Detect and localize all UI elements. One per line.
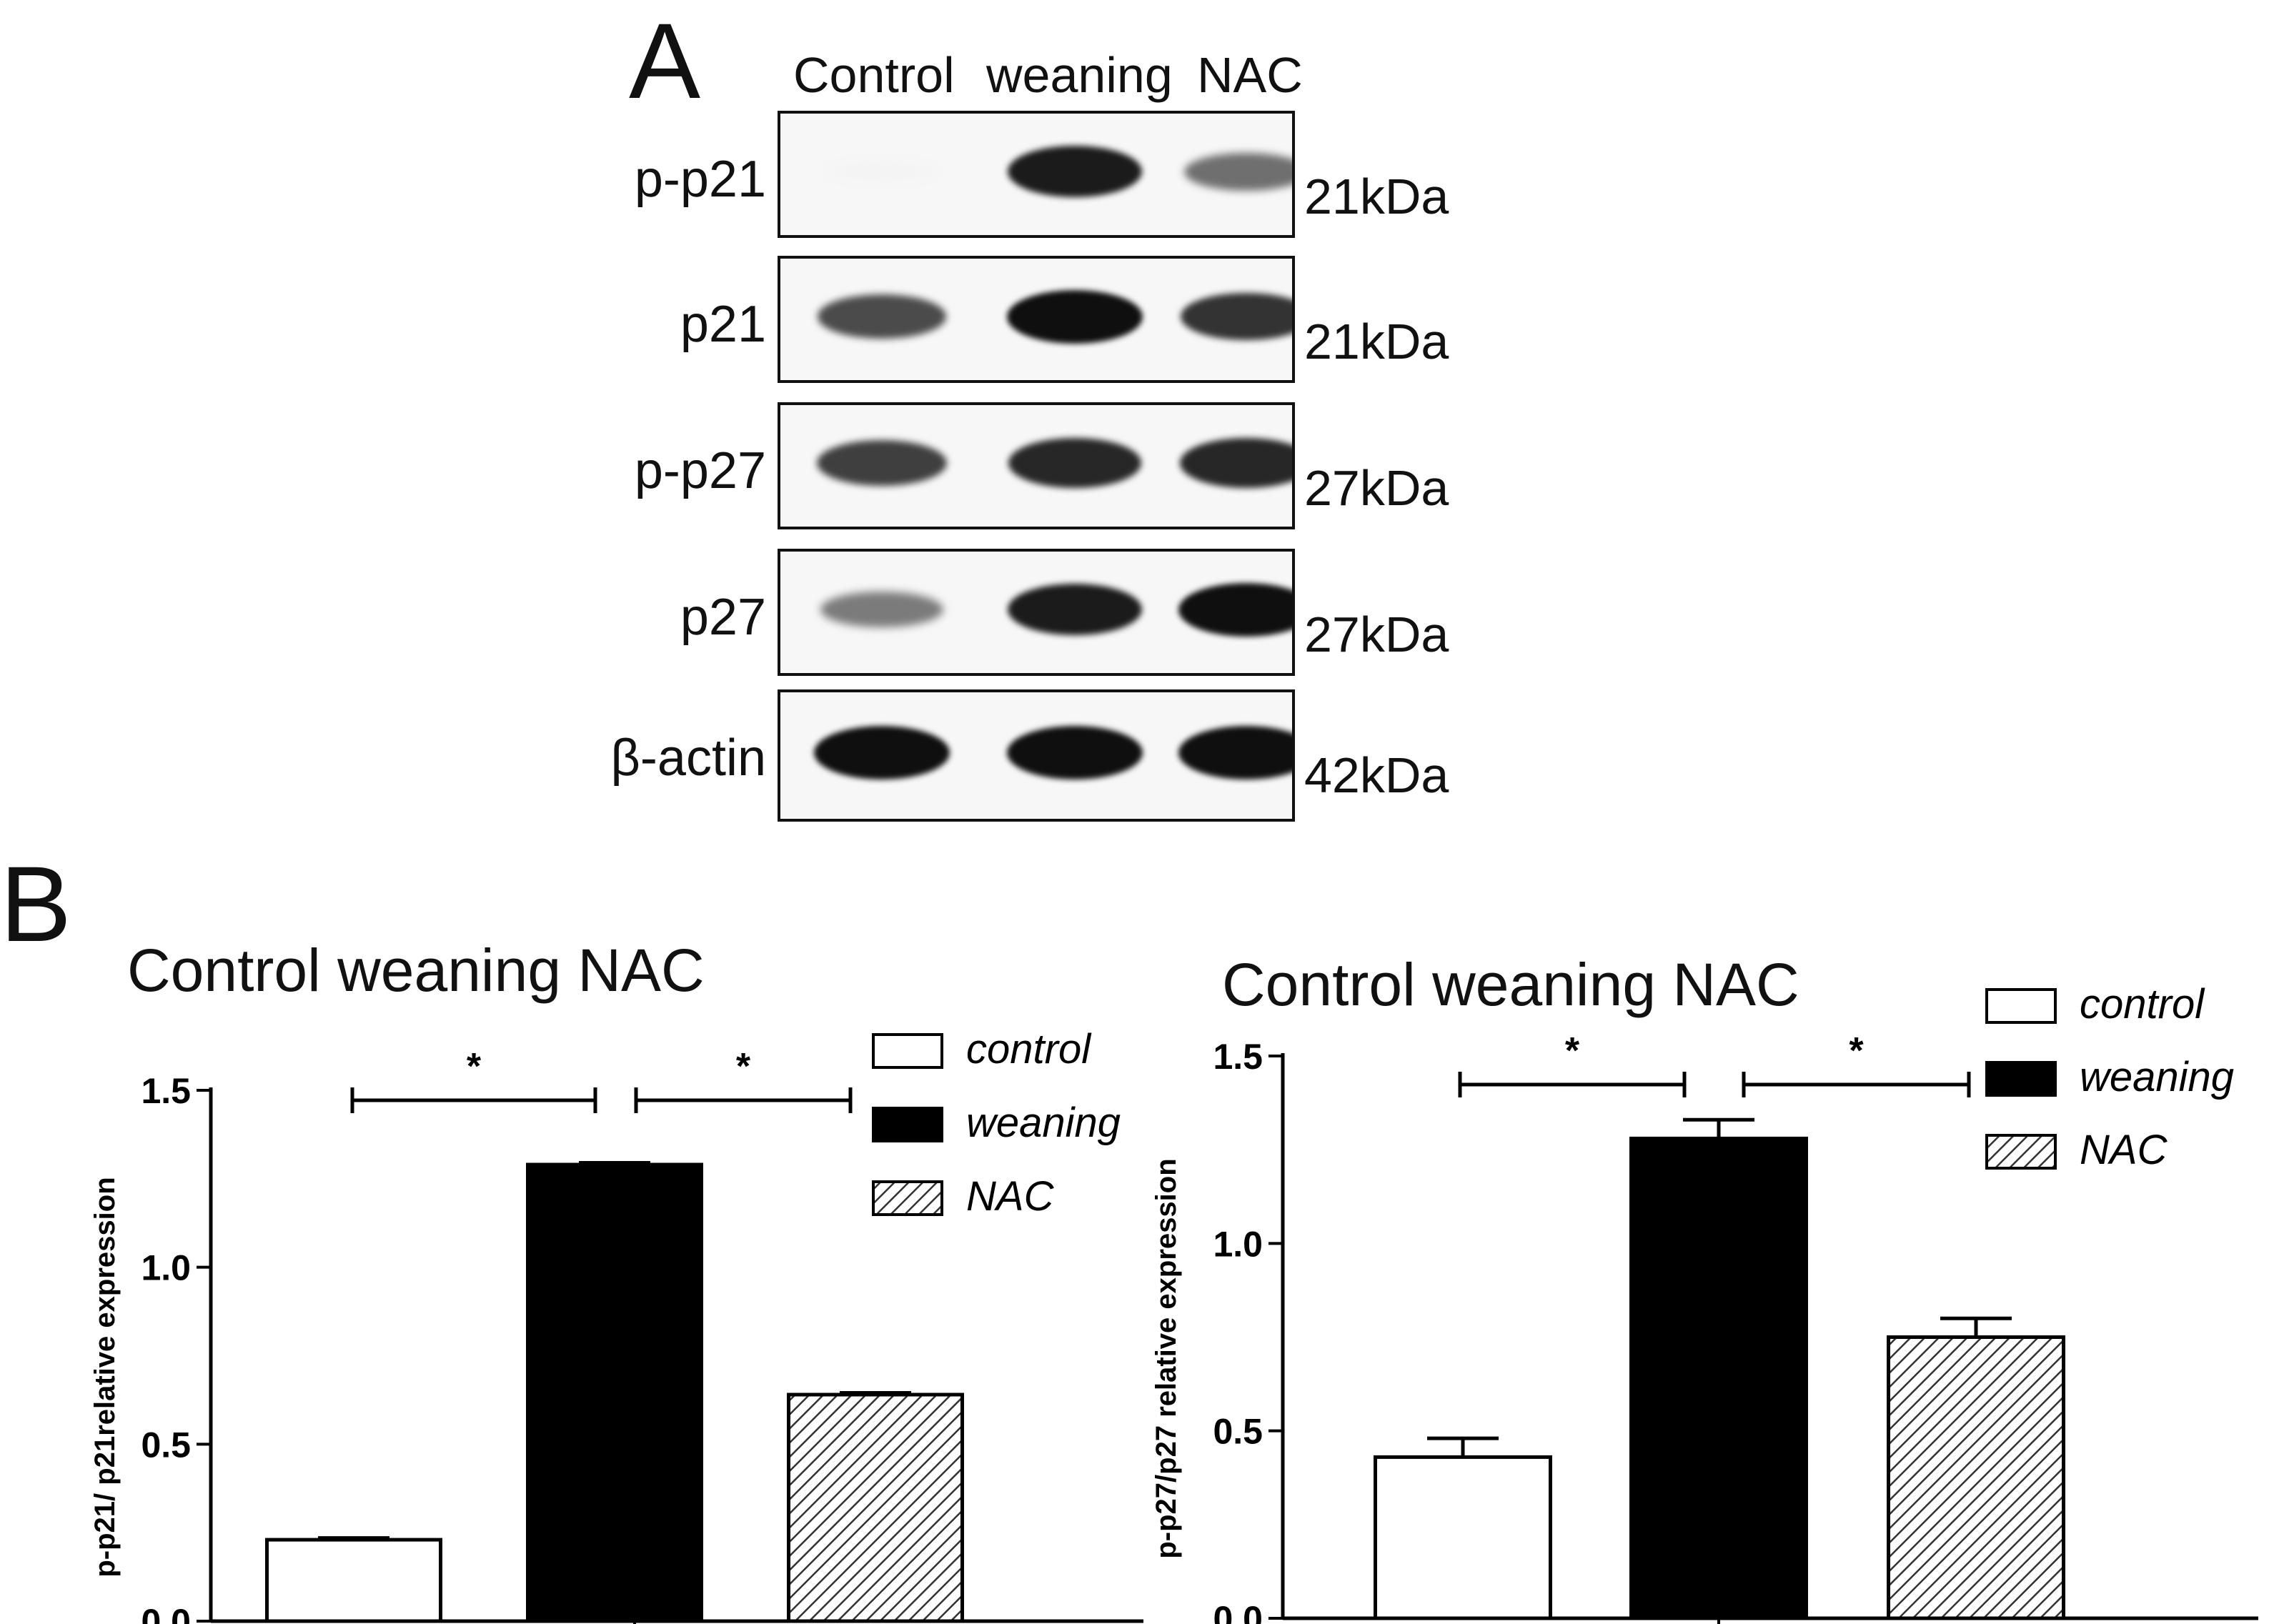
chart-p27: 0.0 0.5 1.0 1.5 p-p27/p27 relative expressio… — [1151, 981, 2258, 1624]
kda-label: 21kDa — [1304, 169, 1449, 224]
legend-label-NAC: NAC — [966, 1173, 1055, 1220]
protein-label: p-p27 — [634, 442, 766, 499]
blot-band — [1178, 582, 1292, 637]
bar-weaning — [526, 1162, 703, 1623]
blot-band — [1008, 438, 1141, 488]
y-tick-label: 0.5 — [141, 1425, 191, 1465]
y-tick-label: 0.0 — [1213, 1599, 1263, 1624]
y-tick-label: 0.5 — [1213, 1412, 1263, 1452]
chart1-title: Control weaning NAC — [127, 937, 705, 1004]
blot-band — [1007, 726, 1143, 779]
bar-NAC — [1887, 1335, 2065, 1620]
significance-star: * — [1565, 1030, 1580, 1072]
blot-band — [1008, 583, 1142, 636]
y-tick-label: 1.0 — [141, 1248, 191, 1288]
protein-label: p27 — [680, 589, 766, 646]
blot-row-p27 — [778, 549, 1295, 676]
kda-label: 27kDa — [1304, 460, 1449, 516]
bar-control — [1374, 1455, 1552, 1620]
y-tick-label: 0.0 — [141, 1602, 191, 1624]
kda-label: 42kDa — [1304, 747, 1449, 803]
lane-header-nac: NAC — [1197, 47, 1303, 103]
bar-control — [265, 1538, 442, 1623]
protein-label: β-actin — [610, 729, 766, 787]
legend-swatch-weaning — [1985, 1061, 2057, 1097]
panel-b-letter: B — [0, 844, 72, 964]
blot-band — [1181, 292, 1292, 341]
blot-band — [1184, 152, 1292, 191]
significance-star: * — [1849, 1030, 1864, 1072]
y-axis-label: p-p27/p27 relative expression — [1151, 1158, 1182, 1558]
blot-row-pp21 — [778, 111, 1295, 238]
significance-star: * — [467, 1046, 482, 1087]
blot-band — [814, 726, 950, 779]
legend-label-NAC: NAC — [2080, 1127, 2168, 1173]
y-tick-label: 1.0 — [1213, 1224, 1263, 1264]
y-tick-label: 1.5 — [1213, 1037, 1263, 1077]
chart-p21: 0.0 0.5 1.0 1.5 p-p21/ p21relative expressio… — [89, 1026, 1143, 1624]
protein-label: p-p21 — [634, 151, 766, 208]
bar-NAC — [787, 1393, 964, 1623]
kda-label: 21kDa — [1304, 314, 1449, 369]
legend-swatch-control — [872, 1033, 943, 1069]
legend-swatch-control — [1985, 988, 2057, 1024]
chart2-title: Control weaning NAC — [1222, 951, 1799, 1018]
panel-a-letter: A — [629, 1, 701, 121]
blot-band — [1178, 726, 1292, 779]
legend-label-control: control — [2080, 981, 2205, 1027]
lane-header-weaning: weaning — [986, 47, 1173, 103]
legend-label-control: control — [966, 1026, 1092, 1072]
blot-row-actin — [778, 689, 1295, 822]
blot-band — [1007, 289, 1143, 344]
blot-band — [817, 440, 947, 486]
legend-swatch-NAC — [872, 1180, 943, 1216]
y-axis-label: p-p21/ p21relative expression — [89, 1177, 121, 1577]
blot-row-pp27 — [778, 402, 1295, 529]
blot-band — [820, 591, 943, 628]
blot-band — [818, 294, 946, 339]
lane-header-control: Control — [793, 47, 955, 103]
protein-label: p21 — [680, 296, 766, 353]
legend-swatch-NAC — [1985, 1134, 2057, 1170]
bar-weaning — [1629, 1136, 1808, 1620]
legend-swatch-weaning — [872, 1107, 943, 1142]
blot-band — [828, 163, 936, 180]
blot-row-p21 — [778, 256, 1295, 383]
y-tick-label: 1.5 — [141, 1071, 191, 1111]
significance-star: * — [736, 1046, 751, 1087]
kda-label: 27kDa — [1304, 607, 1449, 662]
blot-band — [1180, 438, 1292, 488]
legend-label-weaning: weaning — [2080, 1054, 2234, 1100]
legend-label-weaning: weaning — [966, 1100, 1121, 1146]
blot-band — [1008, 145, 1142, 198]
